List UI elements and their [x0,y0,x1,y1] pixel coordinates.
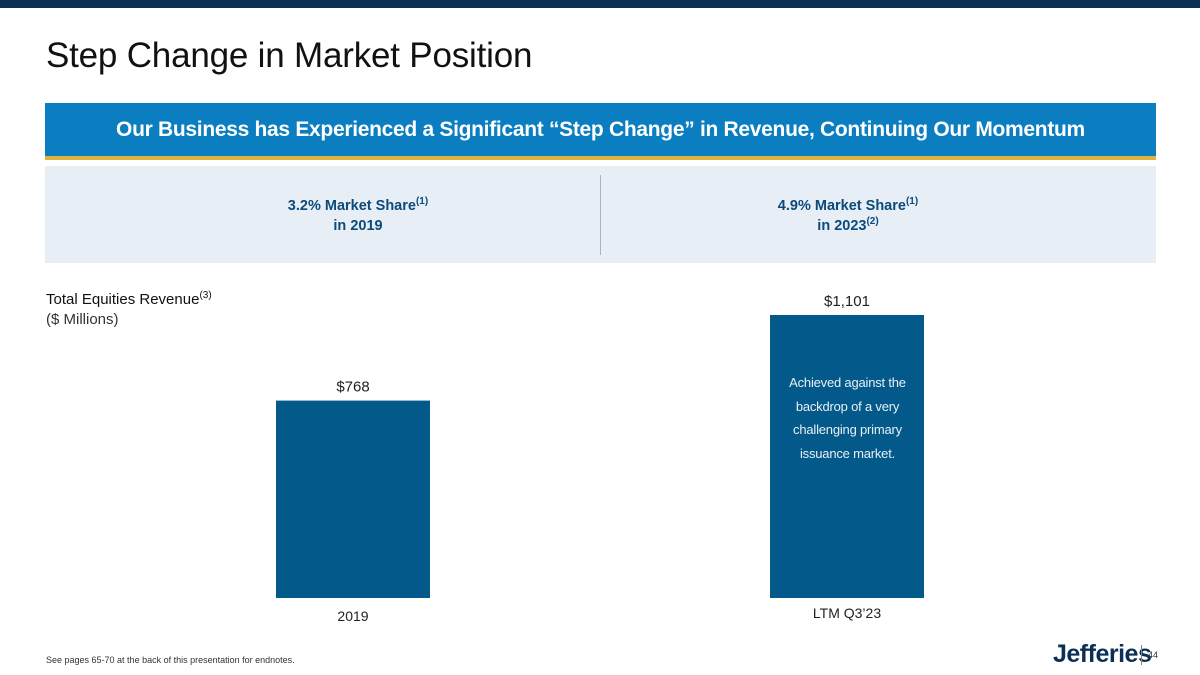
market-share-2019-year: in 2019 [333,218,383,234]
market-share-2023: 4.9% Market Share(1) in 2023(2) [648,196,1048,236]
page-title: Step Change in Market Position [46,36,533,75]
endnotes-reference: See pages 65-70 at the back of this pres… [46,655,295,665]
data-label: $1,101 [824,293,870,310]
market-share-2023-year: in 2023 [817,218,867,234]
bar-2019 [276,400,430,598]
annotation-line: Achieved against the [789,375,906,390]
bar-ltm-q3-23 [770,315,924,598]
market-share-divider [600,175,601,255]
market-share-2019-label: 3.2% Market Share [287,198,416,214]
logo-divider [1141,645,1142,665]
market-share-2019-footnote-ref: (1) [415,196,429,207]
annotation-line: issuance market. [799,445,896,461]
annotation-line: challenging primary [793,422,902,437]
chart-unit-label: ($ Millions) [46,311,119,328]
market-share-2023-label: 4.9% Market Share [777,198,906,214]
x-tick-label: 2019 [337,608,368,624]
market-share-2019: 3.2% Market Share(1) in 2019 [158,196,558,236]
page-number: 44 [1148,650,1159,660]
market-share-2023-year-footnote-ref: (2) [866,216,879,227]
data-label: $768 [336,379,369,396]
chart-title: Total Equities Revenue(3) [46,290,212,309]
jefferies-logo: Jefferies [1053,640,1152,668]
annotation-line: backdrop of a very [795,398,900,414]
bar-annotation: Achieved against the backdrop of a very … [771,371,924,465]
chart-title-text: Total Equities Revenue [46,291,200,308]
headline-banner: Our Business has Experienced a Significa… [45,103,1156,156]
top-accent-bar [0,0,1200,8]
market-share-2023-footnote-ref: (1) [905,196,919,207]
chart-title-footnote-ref: (3) [199,290,212,301]
equities-revenue-chart: $768 2019 $1,101 LTM Q3’23 [276,293,924,624]
x-tick-label: LTM Q3’23 [813,605,881,621]
gold-rule [45,156,1156,160]
